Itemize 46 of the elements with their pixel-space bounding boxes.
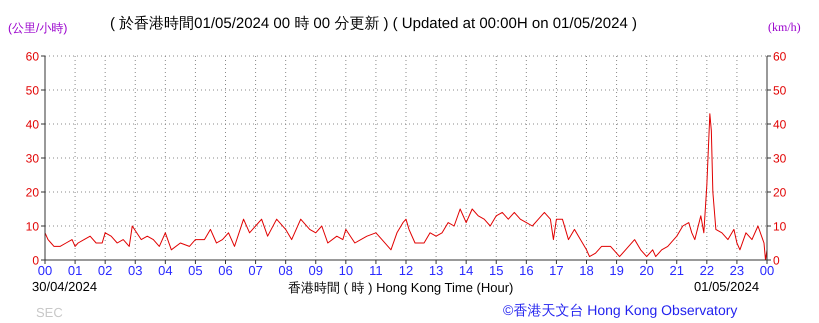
y2-tick-label: 50 <box>773 83 787 98</box>
x-tick-label: 10 <box>338 263 354 278</box>
x-tick-label: 04 <box>158 263 173 278</box>
x-tick-label: 22 <box>700 263 714 278</box>
x-tick-label: 09 <box>308 263 323 278</box>
y2-tick-label: 30 <box>773 151 787 166</box>
y-tick-label: 40 <box>26 117 40 132</box>
x-tick-label: 23 <box>730 263 744 278</box>
y2-tick-label: 40 <box>773 117 787 132</box>
y2-tick-label: 20 <box>773 185 787 200</box>
y2-tick-label: 60 <box>773 49 787 64</box>
y-tick-label: 50 <box>26 83 40 98</box>
x-tick-label: 02 <box>98 263 112 278</box>
text: 30/04/2024 <box>32 279 98 294</box>
x-tick-label: 19 <box>609 263 624 278</box>
text: ©香港天文台 Hong Kong Observatory <box>503 302 738 320</box>
x-tick-label: 17 <box>549 263 564 278</box>
x-tick-label: 16 <box>519 263 534 278</box>
y-tick-label: 10 <box>26 219 40 234</box>
chart-title: ( 於香港時間01/05/2024 00 時 00 分更新 ) ( Updated at 00:00H on 01/05/2024 ) <box>110 14 637 33</box>
y-axis-title: (公里/小時) <box>8 20 68 37</box>
x-tick-label: 15 <box>489 263 504 278</box>
x-tick-label: 08 <box>278 263 293 278</box>
x-tick-label: 11 <box>369 263 383 278</box>
y-tick-label: 20 <box>26 185 40 200</box>
x-tick-label: 18 <box>579 263 594 278</box>
text: 01/05/2024 <box>694 279 760 294</box>
x-axis-title: 香港時間 ( 時 ) Hong Kong Time (Hour) <box>288 279 514 297</box>
x-tick-label: 00 <box>760 263 774 278</box>
y-tick-label: 30 <box>26 151 40 166</box>
x-tick-label: 21 <box>670 263 684 278</box>
y2-axis-title: (km/h) <box>768 20 801 35</box>
y2-tick-label: 0 <box>773 253 780 268</box>
x-tick-label: 00 <box>38 263 52 278</box>
x-tick-label: 07 <box>248 263 263 278</box>
x-tick-label: 01 <box>68 263 82 278</box>
x-tick-label: 05 <box>188 263 203 278</box>
x-tick-label: 12 <box>398 263 414 278</box>
x-tick-label: 14 <box>458 263 474 278</box>
x-tick-label: 20 <box>639 263 654 278</box>
x-tick-label: 13 <box>428 263 444 278</box>
x-tick-label: 06 <box>218 263 233 278</box>
y-tick-label: 60 <box>26 49 40 64</box>
x-tick-label: 03 <box>128 263 142 278</box>
y2-tick-label: 10 <box>773 219 787 234</box>
y-tick-label: 0 <box>32 253 40 268</box>
